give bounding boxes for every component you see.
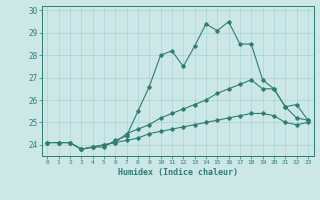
X-axis label: Humidex (Indice chaleur): Humidex (Indice chaleur) bbox=[118, 168, 237, 177]
